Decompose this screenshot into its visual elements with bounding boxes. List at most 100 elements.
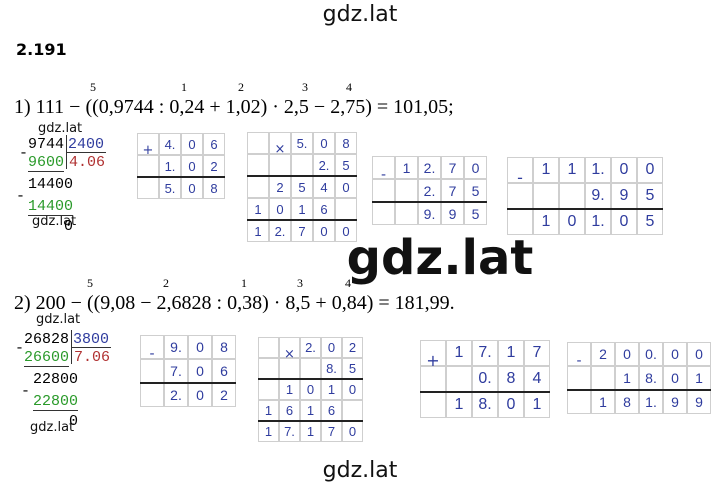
- cell: [420, 392, 446, 418]
- cell: [140, 359, 164, 383]
- cell: 5: [342, 358, 363, 379]
- cell: 5: [464, 179, 487, 202]
- cell: 0: [464, 156, 487, 179]
- cell: [591, 366, 615, 390]
- minus: -: [21, 383, 31, 400]
- cell: 1: [247, 220, 269, 242]
- cell: 1: [291, 198, 313, 220]
- cell: 7: [291, 220, 313, 242]
- cell: 0: [300, 379, 321, 400]
- cell: 1: [533, 157, 559, 183]
- watermark: gdz.lat: [322, 2, 398, 27]
- cell: 1: [498, 340, 524, 366]
- cell: 7: [441, 179, 464, 202]
- cell: 0: [269, 198, 291, 220]
- cell: [567, 366, 591, 390]
- cell: 0: [335, 176, 357, 198]
- cell: 5: [637, 183, 663, 209]
- operator: -: [517, 168, 523, 187]
- cell: [279, 337, 300, 358]
- cell: [269, 154, 291, 176]
- operator: -: [380, 166, 387, 183]
- cell: [372, 156, 395, 179]
- cell: [342, 400, 363, 421]
- cell: [258, 379, 279, 400]
- step-order: 3: [302, 80, 308, 94]
- cell: 9.: [585, 183, 611, 209]
- cell: 1: [258, 400, 279, 421]
- step-order: 1: [181, 80, 187, 94]
- cell: 0: [313, 220, 335, 242]
- quotient: 4.06: [69, 154, 106, 171]
- cell: 1: [533, 209, 559, 235]
- cell: 8: [212, 335, 236, 359]
- cell: 2: [203, 155, 225, 177]
- expression: 1) 111 − ((0,9744 : 0,24 + 1,02) · 2,5 −…: [14, 96, 454, 118]
- step-order: 1: [241, 276, 247, 290]
- operator: +: [426, 351, 440, 370]
- cell: 1: [446, 340, 472, 366]
- cell: 1: [247, 198, 269, 220]
- cell: [446, 366, 472, 392]
- operator: -: [149, 346, 155, 362]
- cell: 1: [524, 392, 550, 418]
- watermark: gdz.lat: [30, 420, 75, 435]
- cell: 0: [663, 366, 687, 390]
- cell: 6: [321, 400, 342, 421]
- cell: 1: [279, 379, 300, 400]
- cell: 7.: [279, 421, 300, 442]
- cell: 8.: [639, 366, 663, 390]
- rule: [137, 176, 225, 178]
- dividend: 26828: [24, 331, 70, 348]
- cell: [395, 179, 418, 202]
- cell: 0: [188, 335, 212, 359]
- cell: 5.: [291, 132, 313, 154]
- cell: 1: [591, 390, 615, 414]
- cell: 2: [591, 342, 615, 366]
- cell: 0: [611, 157, 637, 183]
- cell: 5.: [159, 177, 181, 199]
- cell: 1: [258, 421, 279, 442]
- cell: 1: [446, 392, 472, 418]
- divisor: 3800: [73, 331, 110, 348]
- cell: 7: [441, 156, 464, 179]
- rule: [28, 171, 64, 172]
- cell: 0: [498, 392, 524, 418]
- remainder: 14400: [28, 176, 74, 193]
- cell: 1: [687, 366, 711, 390]
- cell: [300, 358, 321, 379]
- rule: [24, 366, 69, 367]
- rule: [507, 208, 663, 210]
- cell: [507, 209, 533, 235]
- cell: [140, 335, 164, 359]
- cell: [247, 176, 269, 198]
- cell: 6: [279, 400, 300, 421]
- cell: [258, 358, 279, 379]
- operator: -: [576, 353, 582, 369]
- subtrahend: 26600: [24, 349, 70, 366]
- cell: 9: [687, 390, 711, 414]
- cell: 1.: [639, 390, 663, 414]
- cell: 9: [611, 183, 637, 209]
- cell: 5: [335, 154, 357, 176]
- cell: [137, 133, 159, 155]
- cell: 1: [321, 379, 342, 400]
- cell: 6: [203, 133, 225, 155]
- watermark: gdz.lat: [322, 458, 398, 483]
- cell: 8: [615, 390, 639, 414]
- cell: 8.: [472, 392, 498, 418]
- result: 0: [64, 218, 74, 235]
- rule: [372, 201, 487, 203]
- minus: -: [16, 188, 26, 205]
- cell: 0: [321, 337, 342, 358]
- cell: 0: [335, 220, 357, 242]
- cell: [533, 183, 559, 209]
- cell: 0: [188, 359, 212, 383]
- cell: 2.: [313, 154, 335, 176]
- cell: 4.: [159, 133, 181, 155]
- rule: [567, 389, 711, 391]
- cell: [291, 154, 313, 176]
- cell: 9.: [164, 335, 188, 359]
- rule: [28, 215, 73, 216]
